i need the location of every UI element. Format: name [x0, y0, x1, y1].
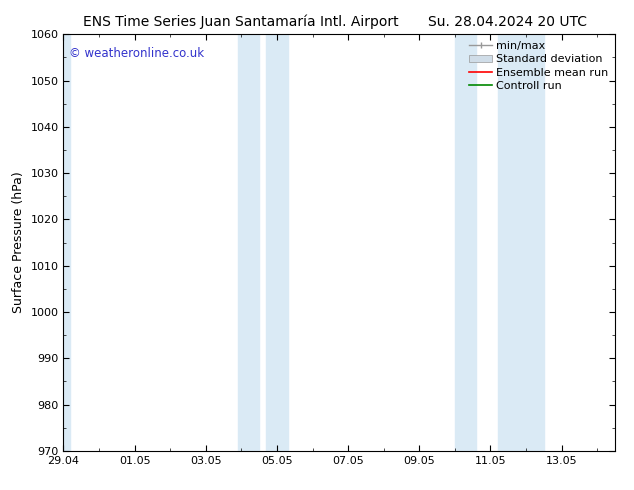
- Text: Su. 28.04.2024 20 UTC: Su. 28.04.2024 20 UTC: [428, 15, 586, 29]
- Legend: min/max, Standard deviation, Ensemble mean run, Controll run: min/max, Standard deviation, Ensemble me…: [466, 38, 612, 94]
- Y-axis label: Surface Pressure (hPa): Surface Pressure (hPa): [12, 172, 25, 314]
- Bar: [498, 34, 544, 451]
- Bar: [266, 34, 288, 451]
- Bar: [238, 34, 259, 451]
- Text: © weatheronline.co.uk: © weatheronline.co.uk: [69, 47, 204, 60]
- Bar: [455, 34, 476, 451]
- Text: ENS Time Series Juan Santamaría Intl. Airport: ENS Time Series Juan Santamaría Intl. Ai…: [83, 15, 399, 29]
- Bar: [63, 34, 70, 451]
